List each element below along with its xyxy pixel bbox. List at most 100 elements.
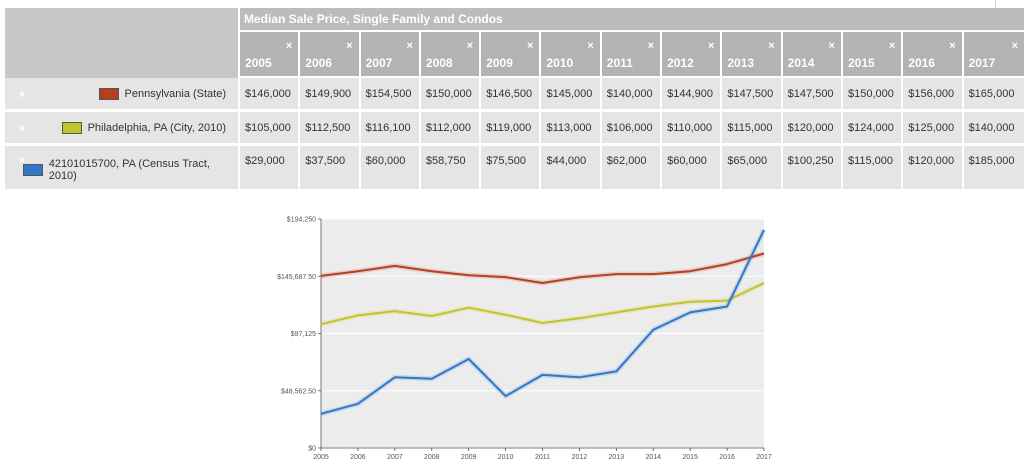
year-label: 2010	[546, 56, 574, 70]
y-tick-label: $194,250	[287, 217, 316, 224]
year-label: 2015	[847, 56, 875, 70]
remove-year-2009-button[interactable]: ×	[527, 40, 534, 52]
year-label: 2007	[365, 56, 393, 70]
remove-year-2006-button[interactable]: ×	[346, 40, 353, 52]
x-tick-label: 2006	[350, 454, 366, 461]
value-cell: $115,000	[842, 146, 904, 192]
x-tick-label: 2014	[645, 454, 661, 461]
value-cell: $124,000	[842, 112, 904, 146]
value-cell: $120,000	[903, 146, 964, 192]
y-tick-label: $48,562.50	[281, 388, 316, 395]
row-label: Pennsylvania (State)	[124, 88, 227, 100]
remove-year-2010-button[interactable]: ×	[587, 40, 594, 52]
series-2-line	[320, 229, 765, 415]
value-cell: $100,250	[782, 146, 843, 192]
value-cell: $110,000	[662, 112, 723, 146]
value-cell: $116,100	[360, 112, 421, 146]
row-label: Philadelphia, PA (City, 2010)	[87, 122, 226, 134]
year-label: 2009	[486, 56, 513, 70]
x-tick-label: 2012	[572, 454, 588, 461]
value-cell: $58,750	[420, 146, 482, 192]
x-tick-label: 2009	[461, 454, 477, 461]
series-0-line	[320, 252, 765, 284]
value-cell: $156,000	[903, 78, 964, 112]
year-label: 2017	[968, 56, 996, 70]
x-tick-label: 2007	[387, 454, 403, 461]
year-header-row: × 2005 × 2006 × 2007 × 2008 × 2009 × 2010 × 2011 × 2012…	[5, 32, 1024, 78]
remove-year-2014-button[interactable]: ×	[828, 40, 835, 52]
table-body: × Pennsylvania (State) $146,000 $149,900 $15…	[5, 78, 1024, 192]
value-cell: $62,000	[601, 146, 663, 192]
row-label: 42101015700, PA (Census Tract, 2010)	[48, 158, 210, 182]
year-header-2009: × 2009	[481, 32, 542, 78]
value-cell: $29,000	[240, 146, 301, 192]
remove-year-2015-button[interactable]: ×	[888, 40, 896, 52]
table-row: × Philadelphia, PA (City, 2010) $105,000 $1…	[5, 112, 1024, 146]
table-row: × 42101015700, PA (Census Tract, 2010) $29…	[5, 146, 1024, 192]
table-title-row: Median Sale Price, Single Family and Con…	[5, 8, 1024, 78]
year-header-2016: × 2016	[903, 32, 964, 78]
value-cell: $60,000	[662, 146, 723, 192]
value-cell: $146,000	[240, 78, 301, 112]
table-row: × Pennsylvania (State) $146,000 $149,900 $15…	[5, 78, 1024, 112]
value-cell: $75,500	[481, 146, 542, 192]
row-legend: Philadelphia, PA (City, 2010)	[61, 122, 226, 134]
remove-year-2007-button[interactable]: ×	[406, 40, 413, 52]
value-cell: $125,000	[903, 112, 964, 146]
value-cell: $112,000	[420, 112, 482, 146]
year-header-2012: × 2012	[662, 32, 723, 78]
year-header-2014: × 2014	[782, 32, 843, 78]
remove-year-2012-button[interactable]: ×	[707, 40, 715, 52]
value-cell: $145,000	[541, 78, 602, 112]
value-cell: $165,000	[963, 78, 1024, 112]
data-table: Median Sale Price, Single Family and Con…	[5, 8, 1024, 192]
value-cell: $44,000	[541, 146, 602, 192]
x-tick-label: 2011	[535, 454, 550, 461]
y-tick-label: $97,125	[291, 331, 316, 338]
year-header-2011: × 2011	[601, 32, 663, 78]
remove-year-2005-button[interactable]: ×	[285, 40, 293, 52]
x-tick-label: 2017	[756, 454, 772, 461]
remove-year-2016-button[interactable]: ×	[949, 40, 956, 52]
value-cell: $60,000	[360, 146, 421, 192]
x-tick-label: 2010	[498, 454, 514, 461]
table-title: Median Sale Price, Single Family and Con…	[240, 8, 1024, 32]
series-1-line	[320, 282, 765, 326]
value-cell: $37,500	[300, 146, 361, 192]
y-axis: $0 $48,562.50 $97,125 $145,687.50 $194,250	[277, 217, 322, 453]
value-cell: $150,000	[842, 78, 904, 112]
remove-year-2008-button[interactable]: ×	[466, 40, 474, 52]
remove-row-button[interactable]: ×	[19, 89, 26, 101]
line-chart: $0 $48,562.50 $97,125 $145,687.50 $194,250 2…	[277, 217, 772, 462]
year-label: 2008	[425, 56, 453, 70]
remove-year-2011-button[interactable]: ×	[647, 40, 655, 52]
value-cell: $150,000	[420, 78, 482, 112]
series-group	[320, 228, 767, 417]
remove-row-button[interactable]: ×	[19, 155, 26, 167]
x-tick-label: 2015	[682, 454, 698, 461]
x-tick-label: 2005	[313, 454, 329, 461]
legend-swatch	[98, 88, 119, 100]
value-cell: $147,500	[722, 78, 783, 112]
remove-year-2013-button[interactable]: ×	[768, 40, 775, 52]
value-cell: $115,000	[722, 112, 783, 146]
header-blank-cell	[5, 8, 240, 78]
value-cell: $106,000	[601, 112, 663, 146]
year-label: 2014	[787, 56, 815, 70]
value-cell: $149,900	[300, 78, 361, 112]
x-tick-label: 2008	[424, 454, 440, 461]
value-cell: $147,500	[782, 78, 843, 112]
year-header-2005: × 2005	[240, 32, 301, 78]
remove-row-button[interactable]: ×	[19, 123, 26, 135]
year-header-2017: × 2017	[963, 32, 1024, 78]
value-cell: $140,000	[963, 112, 1024, 146]
x-axis: 2005 2006 2007 2008 2009 2010 2011 2012 2013 2014…	[313, 447, 772, 461]
year-label: 2016	[908, 56, 935, 70]
row-label-cell: × Philadelphia, PA (City, 2010)	[5, 112, 240, 146]
year-header-2008: × 2008	[420, 32, 482, 78]
corner-divider	[995, 0, 996, 8]
year-label: 2006	[305, 56, 332, 70]
remove-year-2017-button[interactable]: ×	[1011, 40, 1018, 52]
legend-swatch	[61, 122, 82, 134]
x-tick-label: 2013	[609, 454, 625, 461]
